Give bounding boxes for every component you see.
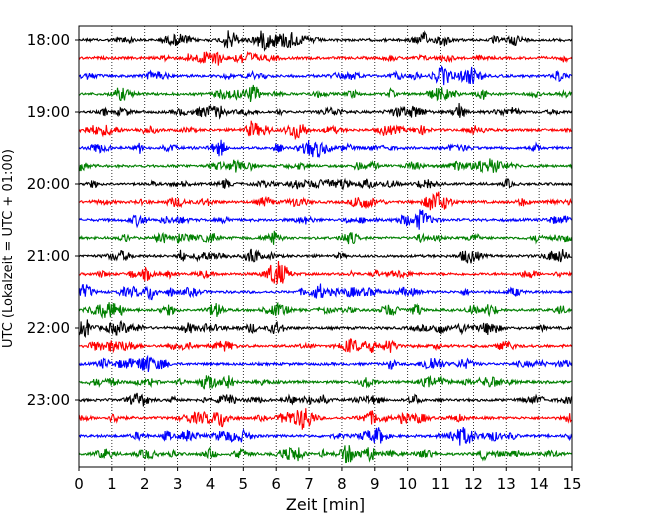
- trace-line-1: [78, 30, 573, 52]
- trace-line-15: [78, 283, 573, 301]
- x-tick-label: 14: [530, 475, 549, 493]
- x-tick-label: 12: [464, 475, 483, 493]
- x-tick-label: 8: [337, 475, 347, 493]
- trace-line-10: [78, 191, 573, 211]
- y-tick-label: 22:00: [27, 319, 70, 337]
- trace-line-17: [78, 319, 573, 339]
- trace-line-24: [78, 445, 573, 464]
- x-tick-label: 4: [206, 475, 216, 493]
- trace-line-14: [78, 261, 573, 285]
- x-tick-label: 15: [562, 475, 581, 493]
- y-tick-label: 20:00: [27, 175, 70, 193]
- y-axis-title: UTC (Lokalzeit = UTC + 01:00): [1, 149, 16, 348]
- x-tick-label: 13: [497, 475, 516, 493]
- trace-line-3: [78, 65, 573, 86]
- trace-line-16: [78, 301, 573, 320]
- y-axis-ticks: 18:00 19:00 20:00 21:00 22:00 23:00: [27, 31, 79, 409]
- x-tick-label: 9: [370, 475, 380, 493]
- x-tick-label: 2: [140, 475, 150, 493]
- trace-line-23: [78, 426, 573, 446]
- x-tick-label: 1: [107, 475, 117, 493]
- x-tick-label: 5: [239, 475, 249, 493]
- trace-line-19: [78, 354, 573, 373]
- x-tick-label: 0: [74, 475, 84, 493]
- trace-line-20: [78, 374, 572, 390]
- x-tick-label: 3: [173, 475, 183, 493]
- trace-line-2: [78, 51, 573, 66]
- trace-line-4: [78, 84, 572, 103]
- trace-line-11: [78, 209, 573, 230]
- x-tick-label: 10: [398, 475, 417, 493]
- trace-line-5: [78, 102, 573, 120]
- trace-line-13: [78, 248, 573, 264]
- x-axis-title: Zeit [min]: [286, 495, 365, 514]
- trace-line-9: [78, 177, 573, 191]
- x-axis-ticks: 0 1 2 3 4 5 6 7 8 9 10 11 12 13 14 15: [74, 467, 582, 493]
- trace-line-21: [78, 392, 573, 407]
- x-tick-label: 11: [431, 475, 450, 493]
- trace-line-7: [78, 139, 573, 159]
- trace-line-22: [78, 408, 573, 430]
- plot-frame: [78, 25, 573, 468]
- y-tick-label: 19:00: [27, 103, 70, 121]
- y-tick-label: 18:00: [27, 31, 70, 49]
- trace-line-12: [78, 230, 573, 245]
- trace-line-8: [78, 158, 573, 174]
- x-tick-label: 6: [271, 475, 281, 493]
- trace-line-6: [78, 120, 573, 141]
- x-tick-label: 7: [304, 475, 314, 493]
- seismogram-traces: [78, 30, 573, 464]
- y-tick-label: 21:00: [27, 247, 70, 265]
- y-tick-label: 23:00: [27, 391, 70, 409]
- trace-line-18: [78, 338, 573, 354]
